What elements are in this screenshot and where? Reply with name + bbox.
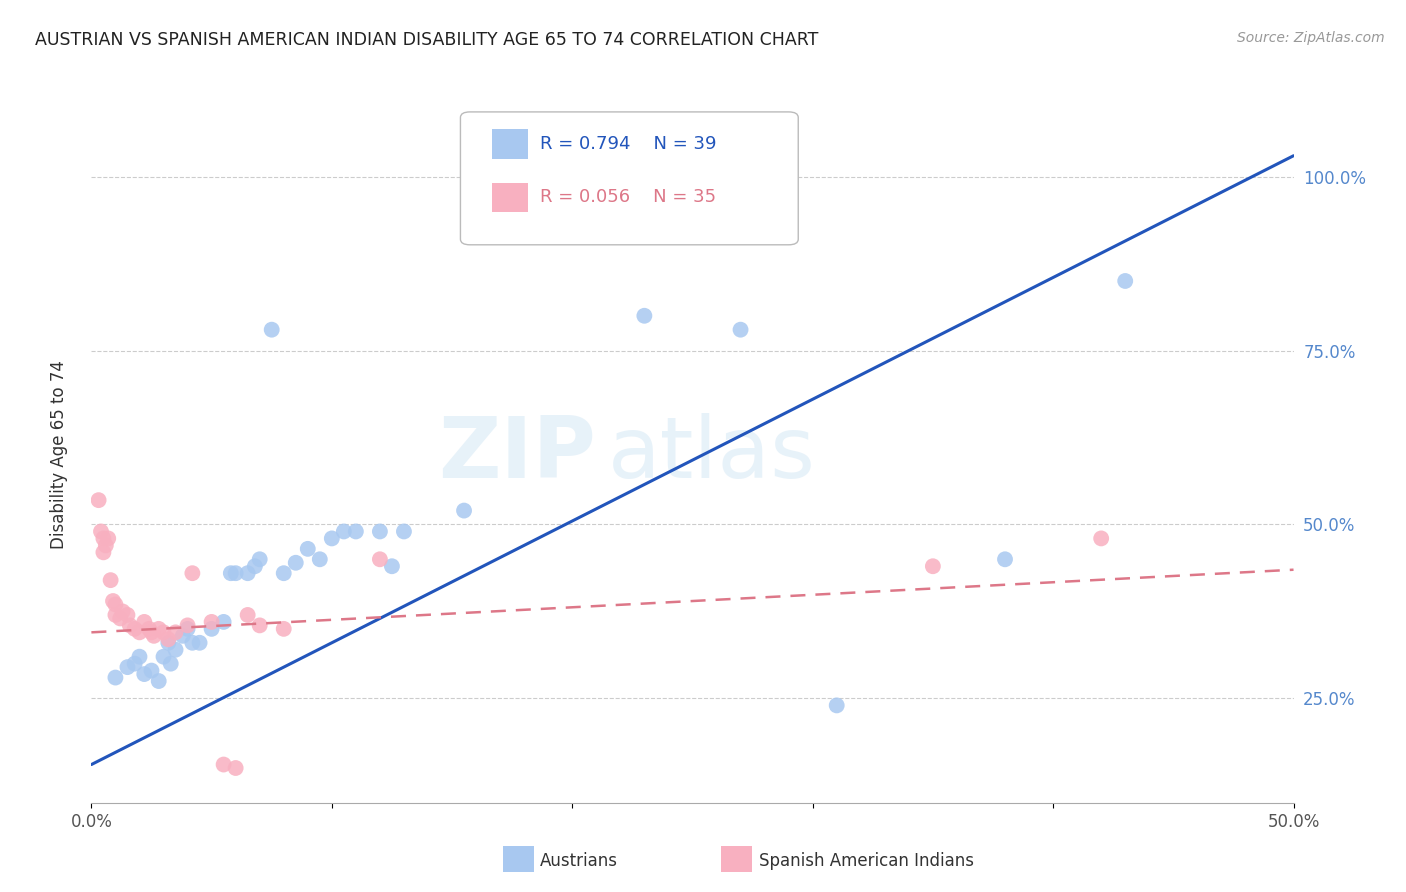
- Point: [453, 503, 475, 517]
- Text: R = 0.056    N = 35: R = 0.056 N = 35: [540, 188, 716, 206]
- Text: AUSTRIAN VS SPANISH AMERICAN INDIAN DISABILITY AGE 65 TO 74 CORRELATION CHART: AUSTRIAN VS SPANISH AMERICAN INDIAN DISA…: [35, 31, 818, 49]
- Point: [201, 615, 224, 629]
- Point: [104, 598, 127, 612]
- Point: [141, 664, 163, 678]
- Point: [243, 559, 266, 574]
- Point: [117, 660, 139, 674]
- Point: [381, 559, 404, 574]
- Point: [201, 622, 224, 636]
- Point: [148, 674, 170, 689]
- Point: [118, 618, 141, 632]
- Point: [176, 618, 198, 632]
- Point: [104, 671, 127, 685]
- Point: [124, 657, 146, 671]
- Point: [825, 698, 848, 713]
- Text: atlas: atlas: [609, 413, 817, 497]
- Bar: [492, 129, 527, 159]
- Point: [152, 649, 174, 664]
- Point: [321, 532, 343, 546]
- Point: [236, 607, 259, 622]
- Point: [134, 615, 156, 629]
- Point: [101, 594, 124, 608]
- Point: [128, 625, 150, 640]
- Point: [368, 552, 391, 566]
- Bar: [492, 183, 527, 212]
- Point: [141, 625, 163, 640]
- Point: [225, 566, 247, 581]
- FancyBboxPatch shape: [460, 112, 799, 244]
- Point: [922, 559, 945, 574]
- Point: [94, 538, 117, 552]
- Point: [159, 657, 181, 671]
- Point: [730, 323, 752, 337]
- Point: [148, 622, 170, 636]
- Point: [157, 636, 180, 650]
- Point: [344, 524, 367, 539]
- Point: [368, 524, 391, 539]
- Point: [225, 761, 247, 775]
- Point: [1090, 532, 1112, 546]
- Point: [165, 625, 187, 640]
- Point: [249, 618, 271, 632]
- Point: [249, 552, 271, 566]
- Point: [392, 524, 415, 539]
- Point: [93, 545, 115, 559]
- Text: Spanish American Indians: Spanish American Indians: [759, 852, 974, 870]
- Point: [333, 524, 356, 539]
- Point: [157, 632, 180, 647]
- Point: [128, 649, 150, 664]
- Point: [93, 532, 115, 546]
- Point: [181, 566, 204, 581]
- Y-axis label: Disability Age 65 to 74: Disability Age 65 to 74: [49, 360, 67, 549]
- Point: [308, 552, 330, 566]
- Point: [273, 566, 295, 581]
- Point: [181, 636, 204, 650]
- Point: [1114, 274, 1136, 288]
- Point: [142, 629, 165, 643]
- Point: [994, 552, 1017, 566]
- Point: [176, 622, 198, 636]
- Text: Source: ZipAtlas.com: Source: ZipAtlas.com: [1237, 31, 1385, 45]
- Point: [90, 524, 112, 539]
- Point: [87, 493, 110, 508]
- Point: [111, 605, 134, 619]
- Point: [172, 629, 194, 643]
- Point: [104, 607, 127, 622]
- Text: ZIP: ZIP: [439, 413, 596, 497]
- Point: [100, 573, 122, 587]
- Point: [633, 309, 655, 323]
- Point: [297, 541, 319, 556]
- Point: [165, 642, 187, 657]
- Point: [219, 566, 242, 581]
- Point: [284, 556, 307, 570]
- Point: [188, 636, 211, 650]
- Point: [138, 622, 160, 636]
- Point: [117, 607, 139, 622]
- Point: [134, 667, 156, 681]
- Text: Austrians: Austrians: [540, 852, 617, 870]
- Point: [212, 757, 235, 772]
- Text: R = 0.794    N = 39: R = 0.794 N = 39: [540, 135, 716, 153]
- Point: [273, 622, 295, 636]
- Point: [97, 532, 120, 546]
- Point: [236, 566, 259, 581]
- Point: [124, 622, 146, 636]
- Point: [110, 611, 132, 625]
- Point: [152, 625, 174, 640]
- Point: [260, 323, 283, 337]
- Point: [212, 615, 235, 629]
